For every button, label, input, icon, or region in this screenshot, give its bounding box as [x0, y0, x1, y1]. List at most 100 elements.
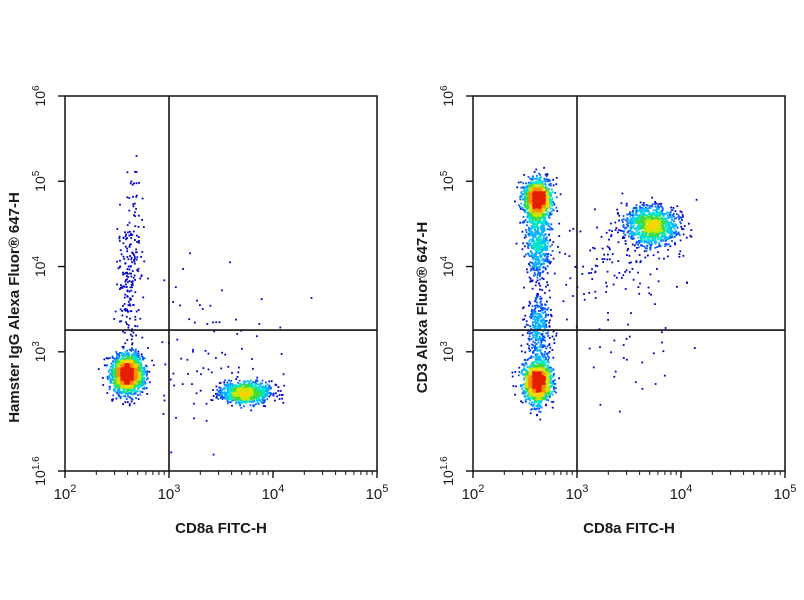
event-dot: [528, 301, 531, 303]
event-dot: [132, 388, 135, 390]
event-dot: [218, 390, 221, 392]
event-dot: [260, 394, 263, 397]
event-dot: [634, 381, 637, 384]
event-dot: [642, 239, 644, 241]
event-dot: [519, 205, 521, 208]
event-dot: [239, 404, 241, 407]
event-dot: [125, 398, 128, 400]
event-dot: [244, 381, 247, 383]
event-dot: [207, 352, 210, 355]
y-tick-label: 104: [31, 256, 48, 278]
event-dot: [530, 181, 532, 184]
event-dot: [111, 355, 114, 358]
event-dot: [141, 219, 143, 221]
event-dot: [522, 306, 525, 309]
event-dot: [545, 320, 548, 322]
event-dot: [603, 258, 606, 260]
event-dot: [107, 357, 110, 360]
event-dot: [537, 341, 540, 344]
event-dot: [624, 271, 627, 273]
event-dot: [624, 243, 627, 245]
event-dot: [249, 404, 252, 407]
event-dot: [534, 305, 537, 307]
event-dot: [546, 247, 549, 250]
event-dot: [143, 367, 146, 370]
event-dot: [120, 284, 122, 286]
event-dot: [219, 391, 222, 394]
event-dot: [264, 390, 267, 393]
event-dot: [266, 398, 269, 401]
event-dot: [123, 285, 126, 288]
event-dot: [540, 401, 543, 404]
event-dot: [531, 279, 534, 282]
event-dot: [530, 234, 533, 236]
event-dot: [543, 179, 546, 182]
event-dot: [207, 368, 210, 371]
event-dot: [616, 212, 619, 215]
event-dot: [530, 338, 533, 340]
event-dot: [627, 323, 629, 326]
event-dot: [686, 282, 688, 284]
event-dot: [537, 249, 540, 251]
event-dot: [282, 401, 285, 404]
event-dot: [247, 383, 250, 385]
event-dot: [226, 400, 229, 402]
event-dot: [641, 236, 644, 239]
event-dot: [538, 255, 541, 258]
event-dot: [138, 361, 141, 363]
event-dot: [533, 244, 536, 246]
event-dot: [236, 398, 239, 401]
event-dot: [514, 371, 517, 373]
event-dot: [112, 389, 115, 392]
event-dot: [633, 244, 636, 247]
event-dot: [529, 232, 532, 235]
event-dot: [146, 370, 148, 373]
event-dot: [536, 276, 539, 279]
event-dot: [541, 346, 544, 349]
event-dot: [130, 366, 133, 369]
event-dot: [120, 386, 122, 388]
event-dot: [236, 396, 238, 399]
event-dot: [533, 263, 536, 266]
event-dot: [545, 236, 548, 239]
event-dot: [640, 260, 642, 263]
event-dot: [656, 246, 658, 248]
event-dot: [240, 392, 243, 395]
event-dot: [542, 262, 544, 265]
event-dot: [628, 235, 630, 238]
event-dot: [538, 407, 541, 410]
event-dot: [240, 399, 242, 402]
event-dot: [218, 393, 221, 396]
event-dot: [637, 214, 640, 217]
event-dot: [548, 366, 551, 369]
event-dot: [127, 393, 129, 396]
event-dot: [531, 230, 534, 233]
event-dot: [101, 377, 104, 379]
event-dot: [537, 315, 540, 317]
event-dot: [621, 277, 623, 279]
event-dot: [215, 385, 218, 388]
event-dot: [532, 405, 534, 408]
event-dot: [545, 175, 548, 178]
event-dot: [134, 215, 137, 218]
event-dot: [139, 317, 142, 320]
event-dot: [135, 375, 137, 377]
event-dot: [690, 235, 693, 238]
event-dot: [216, 392, 219, 395]
event-dot: [268, 387, 270, 390]
event-dot: [242, 397, 245, 399]
event-dot: [544, 303, 546, 306]
event-dot: [122, 347, 125, 350]
event-dot: [525, 320, 528, 323]
event-dot: [112, 394, 115, 397]
event-dot: [231, 385, 234, 388]
event-dot: [545, 361, 548, 364]
event-dot: [532, 313, 535, 315]
event-dot: [128, 303, 131, 306]
event-dot: [138, 372, 141, 375]
event-dot: [266, 395, 268, 397]
event-dot: [255, 388, 258, 391]
event-dot: [148, 381, 151, 384]
event-dot: [121, 386, 124, 389]
event-dot: [541, 249, 544, 252]
